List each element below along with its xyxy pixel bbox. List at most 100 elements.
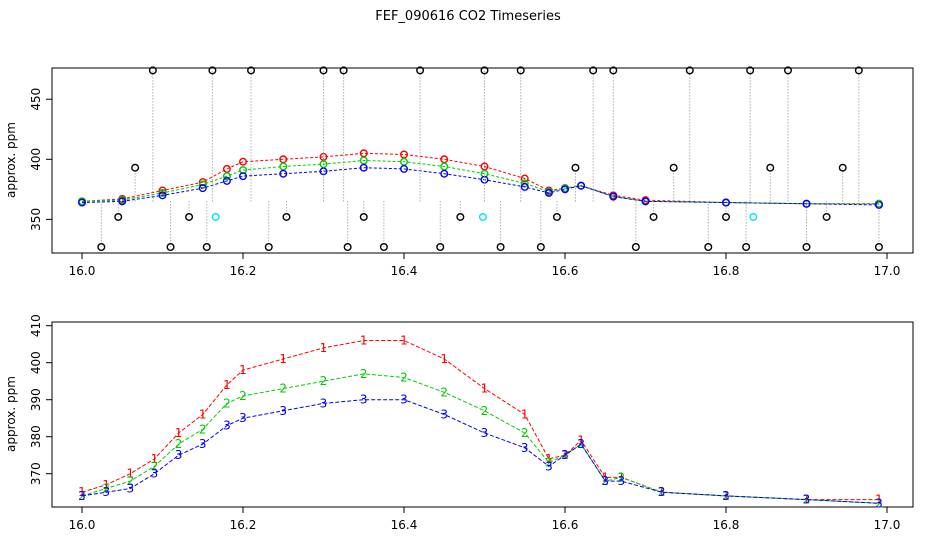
bottom-point-blue: 3 (601, 474, 609, 488)
bottom-xtick-label: 16.0 (69, 518, 96, 532)
bottom-point-red: 1 (279, 352, 287, 366)
bottom-point-red: 1 (320, 341, 328, 355)
top-xtick-label: 16.0 (69, 264, 96, 278)
top-point-black (746, 66, 755, 75)
top-point-black (802, 242, 811, 251)
top-point-black (166, 242, 175, 251)
bottom-point-blue: 3 (722, 489, 730, 503)
top-point-black (343, 242, 352, 251)
top-point-black (480, 66, 489, 75)
top-point-black (436, 242, 445, 251)
top-point-black (874, 242, 883, 251)
top-point-black (649, 212, 658, 221)
bottom-ytick-label: 390 (29, 388, 43, 411)
bottom-point-blue: 3 (279, 404, 287, 418)
top-xtick-label: 17.0 (874, 264, 901, 278)
bottom-point-green: 2 (545, 456, 553, 470)
top-point-blue (641, 197, 650, 206)
bottom-point-blue: 3 (561, 448, 569, 462)
top-point-red (238, 157, 247, 166)
top-xtick-label: 16.6 (552, 264, 579, 278)
top-point-blue (577, 181, 586, 190)
bottom-ylabel: approx. ppm (4, 376, 18, 452)
bottom-point-blue: 3 (199, 437, 207, 451)
bottom-point-blue: 3 (400, 393, 408, 407)
bottom-point-green: 2 (151, 459, 159, 473)
bottom-point-blue: 3 (126, 482, 134, 496)
top-point-black (536, 242, 545, 251)
top-series-red-line (81, 152, 879, 205)
bottom-point-blue: 3 (658, 485, 666, 499)
top-point-blue (561, 185, 570, 194)
bottom-point-green: 2 (400, 371, 408, 385)
top-panel: 16.0 16.2 16.4 16.6 16.8 17.0 350 400 450 approx… (4, 66, 914, 278)
bottom-point-red: 1 (440, 352, 448, 366)
bottom-point-red: 1 (400, 334, 408, 348)
top-point-cyan (478, 212, 487, 221)
top-point-black (264, 242, 273, 251)
bottom-point-red: 1 (223, 378, 231, 392)
top-point-black (838, 163, 847, 172)
top-point-blue (520, 182, 529, 191)
bottom-point-green: 2 (126, 474, 134, 488)
bottom-point-green: 2 (199, 422, 207, 436)
bottom-point-blue: 3 (360, 393, 368, 407)
bottom-point-blue: 3 (545, 459, 553, 473)
top-point-black (516, 66, 525, 75)
top-plot-frame (51, 67, 914, 254)
top-point-black (766, 163, 775, 172)
bottom-point-green: 2 (481, 404, 489, 418)
bottom-point-red: 1 (102, 478, 110, 492)
top-ylabel: approx. ppm (4, 122, 18, 198)
bottom-point-green: 2 (360, 367, 368, 381)
bottom-point-blue: 3 (151, 467, 159, 481)
top-point-blue (279, 169, 288, 178)
top-point-blue (77, 198, 86, 207)
bottom-point-blue: 3 (875, 496, 883, 510)
bottom-point-green: 2 (223, 396, 231, 410)
top-point-black (722, 212, 731, 221)
top-point-black (359, 212, 368, 221)
bottom-point-blue: 3 (239, 411, 247, 425)
top-point-blue (400, 164, 409, 173)
top-point-cyan (211, 212, 220, 221)
top-point-black (685, 66, 694, 75)
top-point-blue (440, 169, 449, 178)
top-point-black (131, 163, 140, 172)
top-series-green-line (81, 159, 879, 205)
top-point-black (208, 66, 217, 75)
bottom-point-red: 1 (78, 485, 86, 499)
bottom-point-green: 2 (658, 485, 666, 499)
top-point-black (379, 242, 388, 251)
top-point-black (609, 66, 618, 75)
bottom-point-green: 2 (175, 437, 183, 451)
top-point-black (185, 212, 194, 221)
bottom-point-green: 2 (803, 493, 811, 507)
bottom-ytick-label: 400 (29, 351, 43, 374)
bottom-plot-frame (51, 321, 914, 508)
top-point-black (416, 66, 425, 75)
bottom-point-red: 1 (126, 467, 134, 481)
top-xtick-label: 16.2 (230, 264, 257, 278)
top-point-red (520, 174, 529, 183)
bottom-xtick-label: 16.6 (552, 518, 579, 532)
top-point-black (339, 66, 348, 75)
bottom-point-blue: 3 (102, 485, 110, 499)
top-point-black (854, 66, 863, 75)
bottom-point-blue: 3 (320, 396, 328, 410)
top-point-black (319, 66, 328, 75)
bottom-ytick-label: 380 (29, 425, 43, 448)
top-point-black (282, 212, 291, 221)
bottom-point-blue: 3 (618, 474, 626, 488)
top-point-red (158, 186, 167, 195)
top-point-blue (802, 199, 811, 208)
bottom-xtick-label: 16.2 (230, 518, 257, 532)
top-point-black (114, 212, 123, 221)
bottom-point-red: 1 (601, 470, 609, 484)
top-point-blue (722, 198, 731, 207)
top-xtick-label: 16.4 (391, 264, 418, 278)
bottom-point-green: 2 (239, 389, 247, 403)
top-point-black (783, 66, 792, 75)
bottom-point-red: 1 (577, 433, 585, 447)
